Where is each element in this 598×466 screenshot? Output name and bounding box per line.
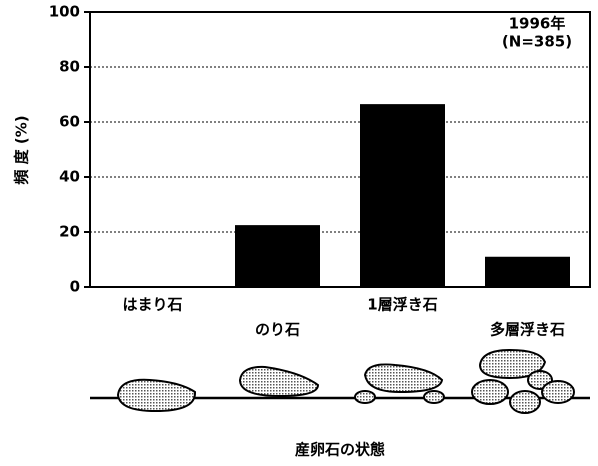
bar — [485, 257, 570, 287]
y-tick-label: 0 — [70, 278, 80, 296]
annotation: 1996年 — [509, 15, 566, 33]
bar — [360, 104, 445, 287]
x-axis-label: 産卵石の状態 — [295, 441, 385, 459]
x-tick-label: 1層浮き石 — [367, 296, 437, 314]
bar — [235, 225, 320, 287]
plot-frame — [90, 12, 590, 287]
y-tick-label: 100 — [49, 3, 80, 21]
y-tick-label: 80 — [59, 58, 80, 76]
x-tick-label: はまり石 — [122, 296, 182, 314]
chart: 頻 度 (%) 1996年 (N=385) 産卵石の状態 0 20 40 60 80 10… — [0, 0, 598, 466]
stone-illustration — [90, 350, 590, 413]
y-tick-label: 60 — [59, 113, 80, 131]
y-tick-label: 40 — [59, 168, 80, 186]
x-tick-label: 多層浮き石 — [490, 321, 565, 339]
y-tick-label: 20 — [59, 223, 80, 241]
annotation: (N=385) — [502, 33, 572, 51]
y-axis-label: 頻 度 (%) — [13, 115, 31, 184]
x-tick-label: のり石 — [255, 321, 300, 339]
